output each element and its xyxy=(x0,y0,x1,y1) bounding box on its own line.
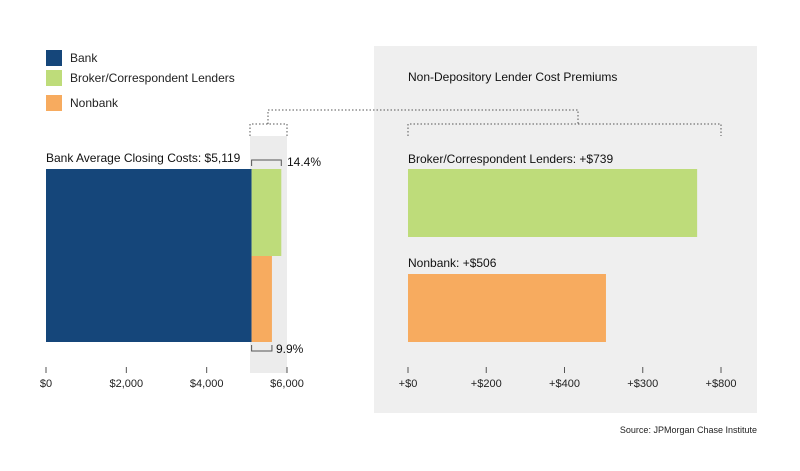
right-x-tick-label: +$800 xyxy=(706,378,737,390)
bar-label-nonbank: Nonbank: +$506 xyxy=(408,256,497,270)
bar-label-broker: Broker/Correspondent Lenders: +$739 xyxy=(408,152,613,166)
left-x-tick-label: $2,000 xyxy=(110,378,144,390)
legend: Bank Broker/Correspondent Lenders Nonban… xyxy=(46,50,235,111)
bar-segment-broker xyxy=(251,169,282,256)
premium-bar-nonbank xyxy=(408,274,606,342)
percent-bracket-broker xyxy=(251,159,282,166)
left-x-axis: $0 $2,000 $4,000 $6,000 xyxy=(40,367,304,390)
right-x-tick-label: +$300 xyxy=(627,378,658,390)
left-x-tick-label: $0 xyxy=(40,378,52,390)
right-x-tick-label: +$0 xyxy=(399,378,418,390)
percent-label-broker: 14.4% xyxy=(287,155,321,169)
right-x-tick-label: +$400 xyxy=(549,378,580,390)
percent-bracket-nonbank xyxy=(251,345,273,352)
connector-bracket xyxy=(249,109,722,136)
legend-swatch-nonbank xyxy=(46,95,62,111)
bar-bank xyxy=(46,169,252,342)
legend-swatch-bank xyxy=(46,50,62,66)
left-x-tick-label: $4,000 xyxy=(190,378,224,390)
source-note: Source: JPMorgan Chase Institute xyxy=(620,425,757,435)
legend-swatch-broker xyxy=(46,70,62,86)
percent-label-nonbank: 9.9% xyxy=(276,342,304,356)
right-x-tick-label: +$200 xyxy=(471,378,502,390)
legend-label-bank: Bank xyxy=(70,51,98,65)
premiums-title: Non-Depository Lender Cost Premiums xyxy=(408,70,617,84)
bar-segment-nonbank xyxy=(251,256,272,342)
legend-label-broker: Broker/Correspondent Lenders xyxy=(70,71,235,85)
bank-average-label: Bank Average Closing Costs: $5,119 xyxy=(46,151,241,165)
left-x-tick-label: $6,000 xyxy=(270,378,304,390)
right-x-axis: +$0 +$200 +$400 +$300 +$800 xyxy=(399,367,737,390)
legend-label-nonbank: Nonbank xyxy=(70,96,119,110)
premium-bar-broker xyxy=(408,169,698,237)
